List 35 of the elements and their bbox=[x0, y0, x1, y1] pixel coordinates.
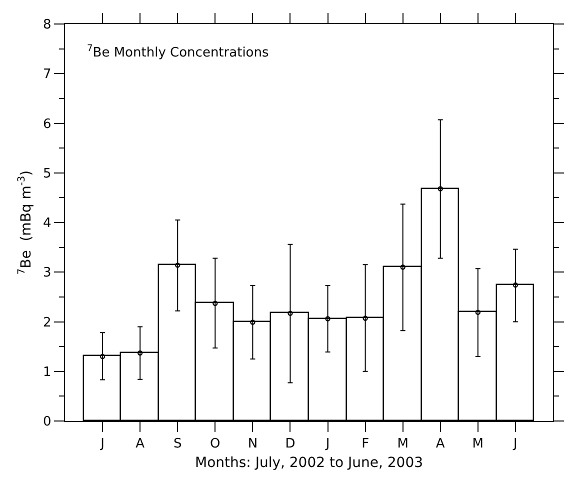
y-tick-label: 8 bbox=[43, 18, 52, 33]
point bbox=[100, 354, 106, 360]
point bbox=[325, 316, 330, 322]
text: $^{7}$Be Monthly Concentrations bbox=[87, 44, 269, 60]
point bbox=[212, 300, 218, 306]
x-tick-label: M bbox=[472, 436, 484, 452]
x-tick-label: J bbox=[324, 436, 330, 452]
y-tick-label: 7 bbox=[43, 67, 52, 82]
point bbox=[475, 310, 481, 315]
x-tick-label: J bbox=[100, 436, 104, 452]
y-tick-label: 5 bbox=[43, 166, 52, 182]
point bbox=[438, 186, 443, 192]
x-tick-label: A bbox=[136, 436, 145, 452]
point bbox=[250, 320, 256, 325]
y-tick-label: 2 bbox=[43, 315, 52, 330]
point bbox=[400, 264, 406, 270]
x-tick-label: F bbox=[362, 436, 370, 452]
x-tick-label: M bbox=[397, 436, 408, 452]
y-tick-label: 1 bbox=[43, 364, 52, 380]
x-axis-title: Months: July, 2002 to June, 2003 bbox=[194, 455, 424, 471]
x-tick-label: A bbox=[436, 436, 445, 452]
y-tick-label: 6 bbox=[43, 116, 52, 132]
x-tick-label: O bbox=[210, 436, 220, 452]
point bbox=[175, 262, 180, 268]
y-tick-label: 0 bbox=[43, 414, 52, 430]
y-tick-label: 4 bbox=[43, 216, 52, 232]
x-tick-label: S bbox=[173, 436, 182, 452]
y-tick-label: 3 bbox=[43, 266, 52, 281]
point bbox=[288, 310, 293, 316]
point bbox=[362, 316, 368, 321]
point bbox=[512, 282, 518, 288]
x-tick-label: D bbox=[285, 436, 296, 452]
point bbox=[137, 350, 143, 356]
x-tick-label: J bbox=[512, 436, 518, 452]
x-tick-label: N bbox=[248, 436, 258, 452]
